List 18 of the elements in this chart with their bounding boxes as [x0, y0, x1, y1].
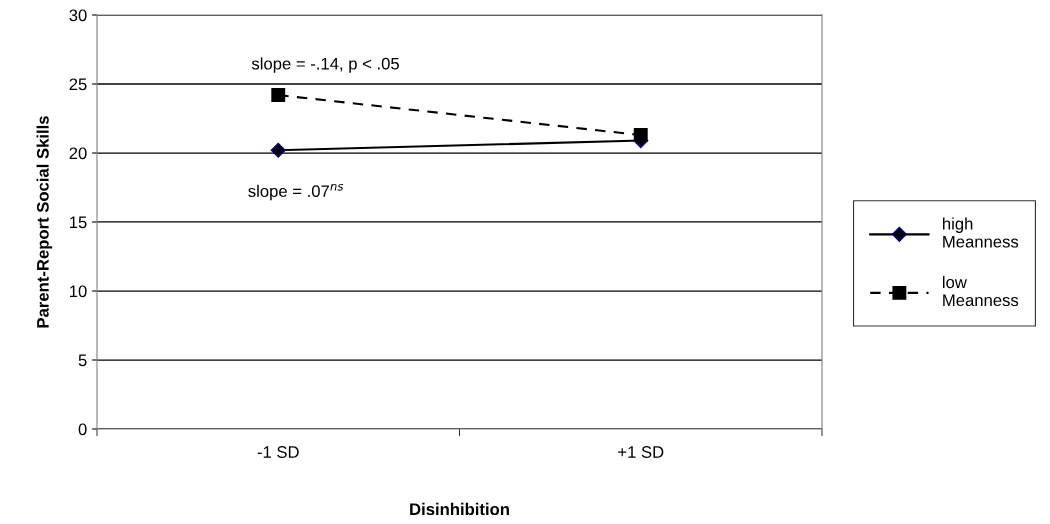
y-tick-label: 0 — [78, 423, 87, 436]
y-tick-label: 20 — [69, 147, 87, 160]
y-axis-title: Parent-Report Social Skills — [36, 116, 53, 328]
x-tick-label: -1 SD — [257, 446, 299, 458]
point — [271, 88, 286, 102]
y-tick-label: 25 — [69, 78, 87, 91]
annotation: slope = -.14, p < .05 — [251, 57, 399, 73]
x-axis-title: Disinhibition — [410, 502, 509, 516]
y-tick-label: 30 — [69, 9, 87, 22]
legend-label: low Meanness — [942, 275, 1019, 307]
y-tick-label: 15 — [70, 216, 87, 229]
x-tick-label: +1 SD — [618, 446, 664, 458]
y-tick-label: 5 — [78, 354, 87, 367]
legend-label: high Meanness — [943, 217, 1019, 248]
annotation: slope = .07$^{ns}$ — [248, 183, 344, 201]
point — [633, 128, 648, 143]
y-tick-label: 10 — [70, 285, 87, 298]
point — [270, 142, 286, 158]
